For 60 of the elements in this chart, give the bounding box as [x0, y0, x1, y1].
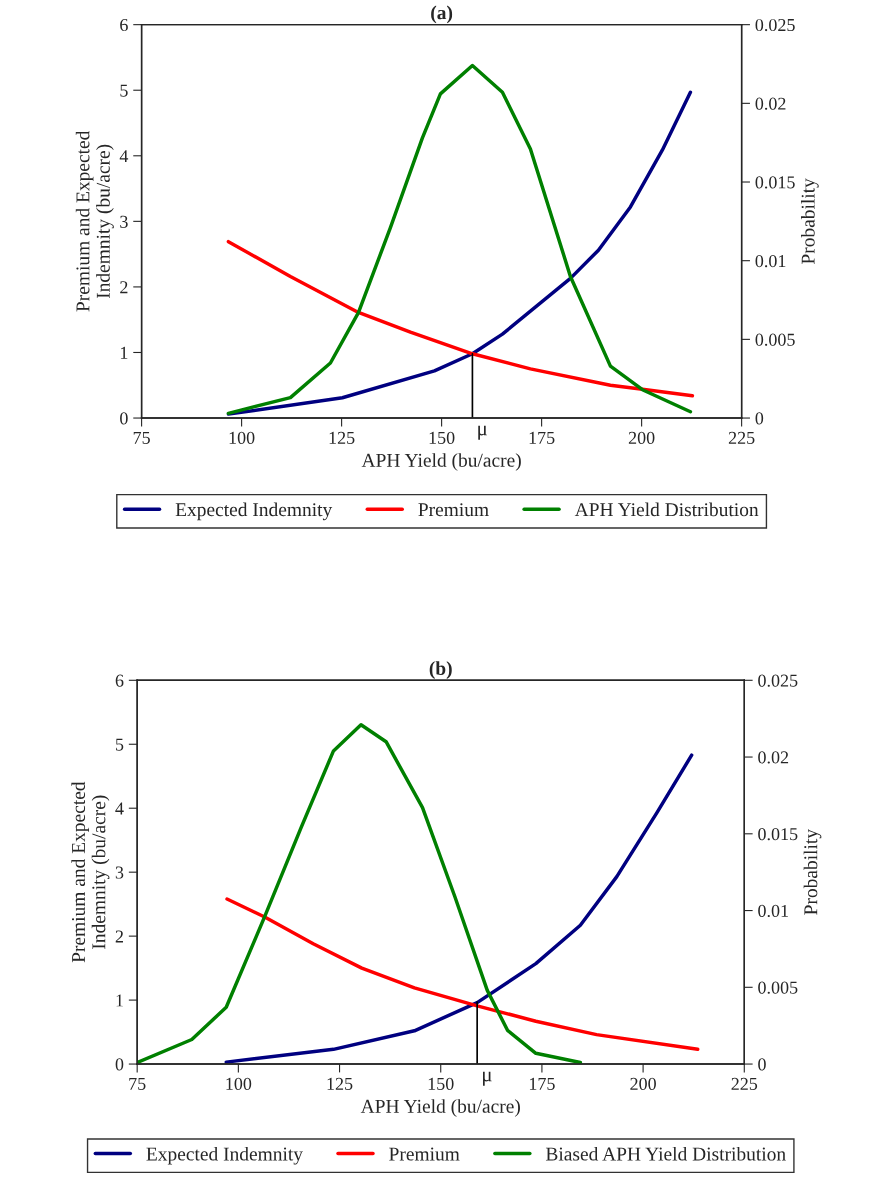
x-axis-title: APH Yield (bu/acre)	[360, 1099, 520, 1117]
y-tick-label: 4	[115, 802, 124, 815]
x-tick-label: 75	[133, 431, 150, 444]
y-tick-label: 5	[116, 738, 124, 751]
legend-label: Expected Indemnity	[175, 502, 333, 521]
x-tick-label: 175	[529, 1077, 555, 1090]
y2-tick-label: 0	[758, 1058, 766, 1071]
y-tick-label: 3	[115, 866, 124, 879]
x-tick-label: 125	[327, 1077, 353, 1090]
y2-tick-label: 0.005	[758, 981, 798, 994]
y-tick-label: 5	[120, 84, 128, 97]
line-series	[224, 753, 694, 1064]
y-tick-label: 1	[116, 994, 123, 1007]
y-tick-label: 2	[120, 281, 128, 294]
line-series	[226, 239, 695, 398]
y-tick-label: 2	[115, 930, 123, 943]
y2-tick-label: 0.025	[755, 18, 795, 32]
y-tick-label: 3	[120, 215, 128, 228]
y-tick-label: 0	[120, 412, 128, 425]
x-tick-label: 100	[229, 431, 255, 444]
annotation: μ	[478, 425, 487, 440]
x-tick-label: 150	[428, 1077, 454, 1090]
y2-tick-label: 0	[755, 412, 764, 425]
y-axis-title: Premium and Expected Indemnity (bu/acre)	[75, 130, 114, 312]
annotation: μ	[483, 1071, 492, 1086]
line-series	[225, 897, 700, 1052]
y-tick-label: 6	[120, 18, 128, 32]
line-series	[137, 723, 583, 1065]
legend-label: Premium	[418, 503, 489, 517]
legend-label: Biased APH Yield Distribution	[545, 1146, 786, 1161]
y2-tick-label: 0.025	[758, 674, 798, 687]
x-tick-label: 75	[129, 1077, 146, 1090]
y2-tick-label: 0.01	[758, 904, 788, 918]
y-axis-title: Premium and Expected Indemnity (bu/acre)	[71, 781, 110, 963]
y2-tick-label: 0.02	[758, 751, 789, 764]
y2-axis-title: Probability	[801, 178, 819, 264]
legend-label: Premium	[389, 1147, 460, 1161]
y2-tick-label: 0.015	[755, 176, 795, 189]
y-tick-label: 4	[119, 150, 129, 163]
y2-tick-label: 0.01	[755, 254, 786, 268]
x-tick-label: 200	[630, 1077, 656, 1090]
legend-label: APH Yield Distribution	[574, 502, 759, 517]
y2-tick-label: 0.005	[755, 333, 795, 346]
chart-title: (b)	[429, 661, 452, 679]
chart-title: (a)	[431, 5, 453, 24]
y-tick-label: 6	[115, 674, 124, 687]
x-tick-label: 225	[728, 431, 755, 444]
y2-tick-label: 0.02	[755, 97, 786, 110]
x-tick-label: 225	[731, 1077, 758, 1090]
x-tick-label: 200	[628, 431, 655, 444]
y-tick-label: 1	[120, 346, 128, 359]
legend-label: Expected Indemnity	[146, 1146, 303, 1165]
x-tick-label: 175	[529, 431, 555, 444]
y-tick-label: 0	[115, 1058, 124, 1071]
x-tick-label: 125	[329, 431, 355, 444]
x-tick-label: 150	[429, 431, 455, 444]
y2-axis-title: Probability	[803, 829, 822, 915]
x-tick-label: 100	[226, 1077, 252, 1090]
y2-tick-label: 0.015	[758, 828, 798, 841]
x-axis-title: APH Yield (bu/acre)	[361, 453, 521, 471]
